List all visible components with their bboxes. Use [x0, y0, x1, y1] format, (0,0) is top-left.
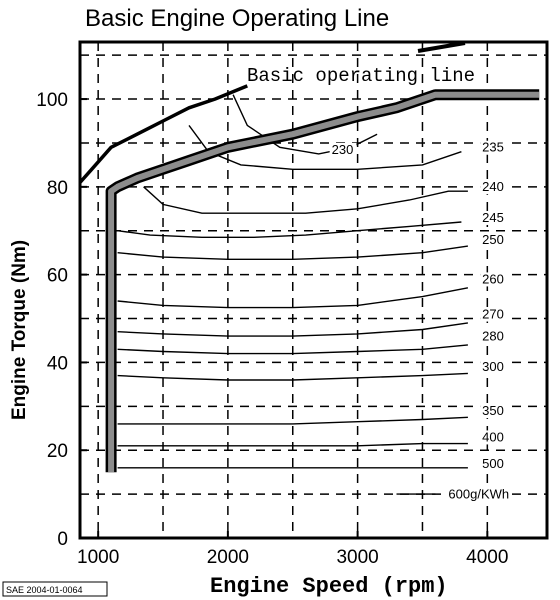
- y-tick-label: 40: [47, 353, 68, 374]
- contour-label-bg: [446, 487, 512, 502]
- contour-line: [117, 416, 468, 425]
- contour-label: 300: [482, 359, 504, 374]
- max-torque-line: [78, 84, 248, 184]
- contour-line: [117, 442, 468, 447]
- series-layer: [78, 84, 540, 473]
- contour-label: 245: [482, 210, 504, 225]
- operating-line: [108, 91, 540, 473]
- contour-label: 500: [482, 456, 504, 471]
- x-tick-label: 4000: [466, 547, 508, 568]
- contour-label-bg: [480, 329, 507, 344]
- contour-label-bg: [329, 142, 357, 157]
- contour-line: [117, 322, 469, 337]
- x-tick-label: 2000: [207, 547, 249, 568]
- contour-label: 600g/KWh: [448, 486, 509, 501]
- contour-label-bg: [480, 272, 507, 287]
- y-tick-label: 60: [47, 266, 68, 287]
- contour-label: 260: [482, 271, 504, 286]
- contour-label-bg: [480, 307, 507, 322]
- contour-line: [117, 372, 468, 381]
- y-axis-label: Engine Torque (Nm): [9, 240, 30, 420]
- contour-label: 270: [482, 307, 504, 322]
- contour-label-bg: [480, 210, 507, 225]
- y-tick-label: 80: [47, 178, 68, 199]
- y-tick-label: 0: [57, 529, 68, 550]
- x-tick-label: 3000: [336, 547, 378, 568]
- contour-line: [117, 287, 469, 309]
- contour-label-bg: [480, 430, 507, 445]
- contour-label-bg: [480, 140, 507, 155]
- source-label: SAE 2004-01-0064: [6, 585, 83, 595]
- contour-line: [117, 245, 469, 260]
- contour-line: [143, 186, 468, 214]
- annotation: Basic operating line: [247, 41, 475, 87]
- contour-label-bg: [480, 404, 507, 419]
- contour-label: 280: [482, 328, 504, 343]
- y-tick-label: 20: [47, 441, 68, 462]
- tick-layer: 1000 2000 3000 4000 0 20 40 60 80 100: [36, 90, 508, 568]
- chart-title: Basic Engine Operating Line: [85, 5, 389, 32]
- contour-line: [117, 344, 468, 355]
- contour-layer: 230 235 240 245 250 260 270 280 300 350 400 500 600g…: [117, 94, 512, 502]
- plot-frame: [78, 40, 549, 540]
- contour-label-bg: [480, 360, 507, 375]
- contour-label-bg: [480, 456, 507, 471]
- contour-label: 250: [482, 232, 504, 247]
- source-box-frame: [2, 581, 108, 597]
- annotation-leader: [417, 41, 466, 53]
- annotation-label: Basic operating line: [247, 65, 475, 87]
- x-axis-label: Engine Speed (rpm): [210, 574, 448, 599]
- y-tick-label: 100: [36, 90, 68, 111]
- source-box: SAE 2004-01-0064: [2, 581, 108, 597]
- grid-layer: [80, 42, 547, 539]
- contour-label: 235: [482, 140, 504, 155]
- contour-label-bg: [480, 180, 507, 195]
- contour-line: [117, 221, 462, 238]
- contour-label-bg: [480, 232, 507, 247]
- contour-label: 230: [332, 142, 354, 157]
- operating-line-outline: [105, 89, 540, 473]
- x-tick-label: 1000: [77, 547, 119, 568]
- contour-label: 240: [482, 179, 504, 194]
- contour-label: 350: [482, 403, 504, 418]
- contour-label: 400: [482, 429, 504, 444]
